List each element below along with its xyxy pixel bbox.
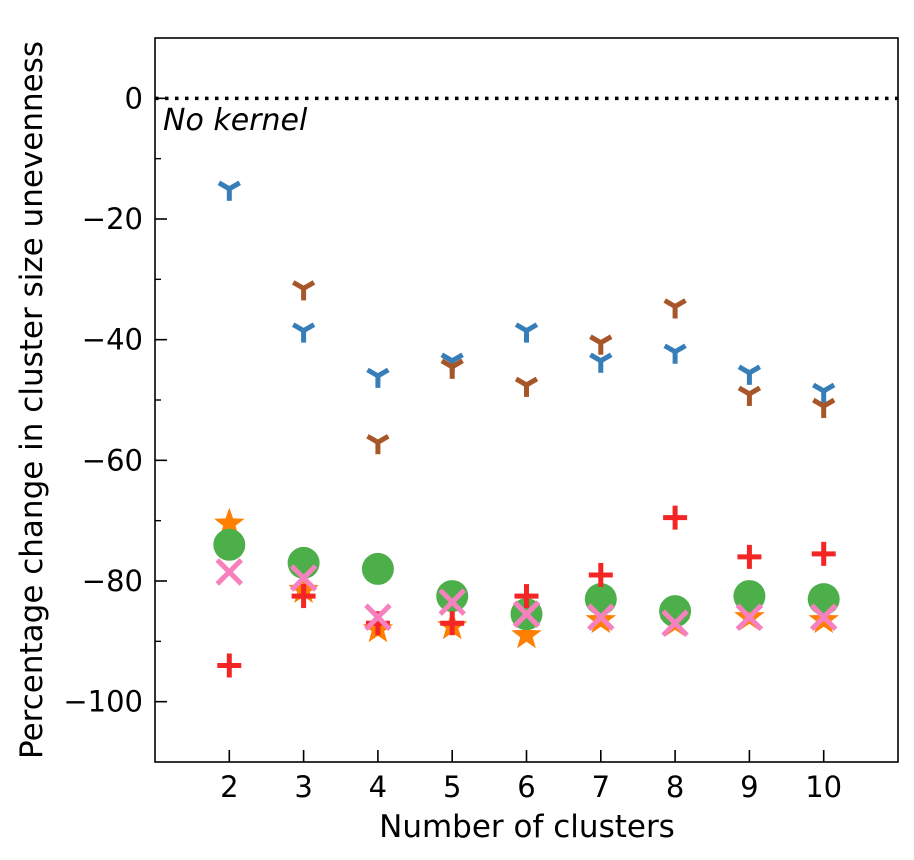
data-point-series6-x2 (215, 558, 244, 586)
data-point-series5-x6 (514, 584, 539, 609)
data-point-series6-x7 (587, 603, 615, 631)
y-tick-label: −60 (82, 443, 143, 477)
x-tick-label: 6 (517, 770, 535, 804)
y-axis-label: Percentage change in cluster size uneven… (14, 41, 50, 759)
data-marks-layer (213, 180, 840, 678)
y-tick-label: 0 (125, 81, 143, 115)
data-point-series4-x10 (807, 583, 840, 616)
x-tick-label: 7 (592, 770, 610, 804)
data-point-series1-x4 (366, 367, 390, 388)
data-point-series2-x9 (737, 385, 762, 406)
data-point-series1-x6 (514, 322, 539, 343)
data-point-series2-x10 (812, 397, 836, 419)
data-point-series5-x8 (663, 505, 688, 530)
y-tick-label: −20 (82, 202, 143, 236)
data-point-series4-x7 (584, 583, 617, 616)
data-point-series5-x2 (217, 653, 242, 678)
data-point-series3-x6 (511, 619, 542, 649)
x-tick-label: 2 (220, 770, 238, 804)
data-point-series2-x3 (291, 280, 316, 301)
reference-line-label: No kernel (163, 103, 308, 138)
data-point-series1-x8 (663, 343, 687, 364)
data-point-series5-x3 (291, 584, 316, 609)
data-point-series1-x9 (737, 364, 762, 385)
y-tick-label: −80 (82, 564, 143, 598)
data-point-series1-x7 (589, 352, 613, 373)
data-point-series1-x10 (812, 382, 836, 403)
x-tick-label: 4 (369, 770, 387, 804)
data-point-series2-x6 (514, 376, 539, 397)
data-point-series5-x7 (588, 562, 613, 587)
data-point-series3-x2 (214, 507, 245, 537)
y-tick-label: −100 (63, 685, 143, 719)
data-point-series6-x4 (364, 603, 392, 631)
data-point-series4-x8 (659, 595, 692, 628)
plot-frame (154, 37, 899, 763)
data-point-series6-x5 (438, 588, 466, 616)
x-tick-label: 10 (805, 770, 842, 804)
data-point-series6-x8 (661, 609, 689, 638)
data-point-series6-x3 (289, 564, 318, 592)
data-point-series6-x9 (735, 603, 764, 631)
data-point-series5-x9 (737, 544, 762, 569)
data-point-series1-x3 (291, 322, 316, 343)
x-tick-label: 8 (666, 770, 684, 804)
x-tick-label: 3 (294, 770, 312, 804)
x-tick-label: 5 (443, 770, 461, 804)
y-tick-label: −40 (82, 323, 143, 357)
data-point-series5-x10 (811, 541, 836, 566)
data-point-series4-x3 (287, 546, 320, 579)
axes-layer: 2 3 4 5 6 7 8 9 10 0 −20 −40 −60 −80 −100 (63, 37, 899, 804)
data-point-series2-x8 (663, 298, 687, 319)
data-point-series4-x9 (733, 580, 766, 613)
x-tick-label: 9 (740, 770, 758, 804)
data-point-series4-x2 (213, 528, 246, 561)
data-point-series2-x5 (440, 358, 464, 379)
data-point-series4-x4 (361, 552, 394, 585)
data-point-series1-x2 (217, 180, 241, 201)
data-point-series2-x4 (366, 434, 390, 455)
data-point-series4-x5 (436, 580, 469, 613)
data-point-series2-x7 (589, 334, 613, 355)
data-point-series5-x5 (440, 611, 465, 636)
data-point-series6-x10 (809, 603, 838, 631)
data-point-series6-x6 (512, 600, 541, 628)
x-axis-label: Number of clusters (379, 809, 675, 845)
